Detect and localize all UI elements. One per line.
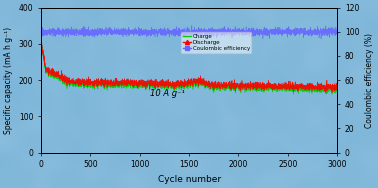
Legend: Charge, Discharge, Coulombic efficiency: Charge, Discharge, Coulombic efficiency xyxy=(181,32,251,53)
X-axis label: Cycle number: Cycle number xyxy=(158,175,221,184)
Y-axis label: Coulombic efficiency (%): Coulombic efficiency (%) xyxy=(365,33,374,128)
Text: 10 A g⁻¹: 10 A g⁻¹ xyxy=(150,89,184,99)
Y-axis label: Specific capacity (mA h g⁻¹): Specific capacity (mA h g⁻¹) xyxy=(4,27,13,134)
